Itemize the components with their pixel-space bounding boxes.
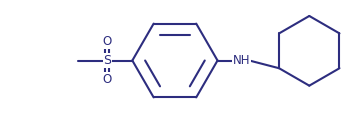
Text: NH: NH	[233, 54, 250, 67]
Text: O: O	[102, 73, 112, 86]
Text: S: S	[103, 54, 111, 67]
Text: O: O	[102, 35, 112, 48]
